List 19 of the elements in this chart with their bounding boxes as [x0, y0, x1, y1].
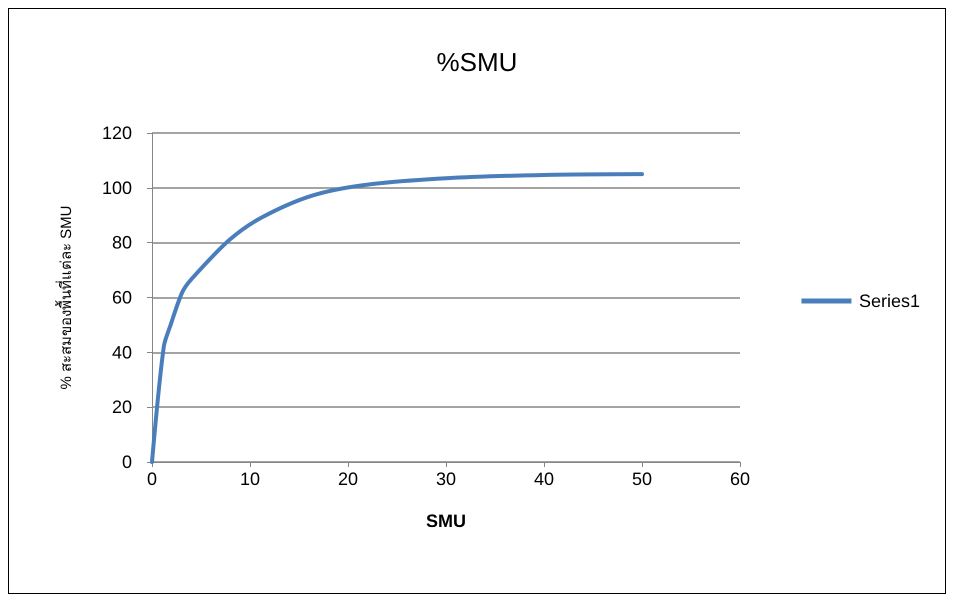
x-tick-label: 0 [146, 469, 158, 489]
x-tick-label: 50 [632, 469, 652, 489]
x-tick-label: 30 [436, 469, 456, 489]
x-axis-title: SMU [426, 511, 466, 531]
chart-title: %SMU [436, 47, 518, 77]
y-tick-label: 0 [122, 452, 132, 472]
x-tick-label: 10 [240, 469, 260, 489]
y-tick-label: 20 [112, 397, 132, 418]
y-tick-label: 120 [102, 123, 132, 143]
x-tick-label: 40 [534, 469, 554, 489]
line-series [150, 172, 644, 464]
y-axis-title: % สะสมของพื้นที่แต่ละ SMU [55, 205, 75, 390]
y-tick-label: 100 [102, 178, 132, 198]
x-tick-label: 60 [730, 469, 750, 489]
y-tick-label: 60 [112, 288, 132, 308]
y-tick-label: 80 [112, 232, 132, 253]
x-tick-label: 20 [338, 469, 358, 489]
y-tick-label: 40 [112, 342, 132, 362]
legend-label: Series1 [858, 291, 920, 311]
